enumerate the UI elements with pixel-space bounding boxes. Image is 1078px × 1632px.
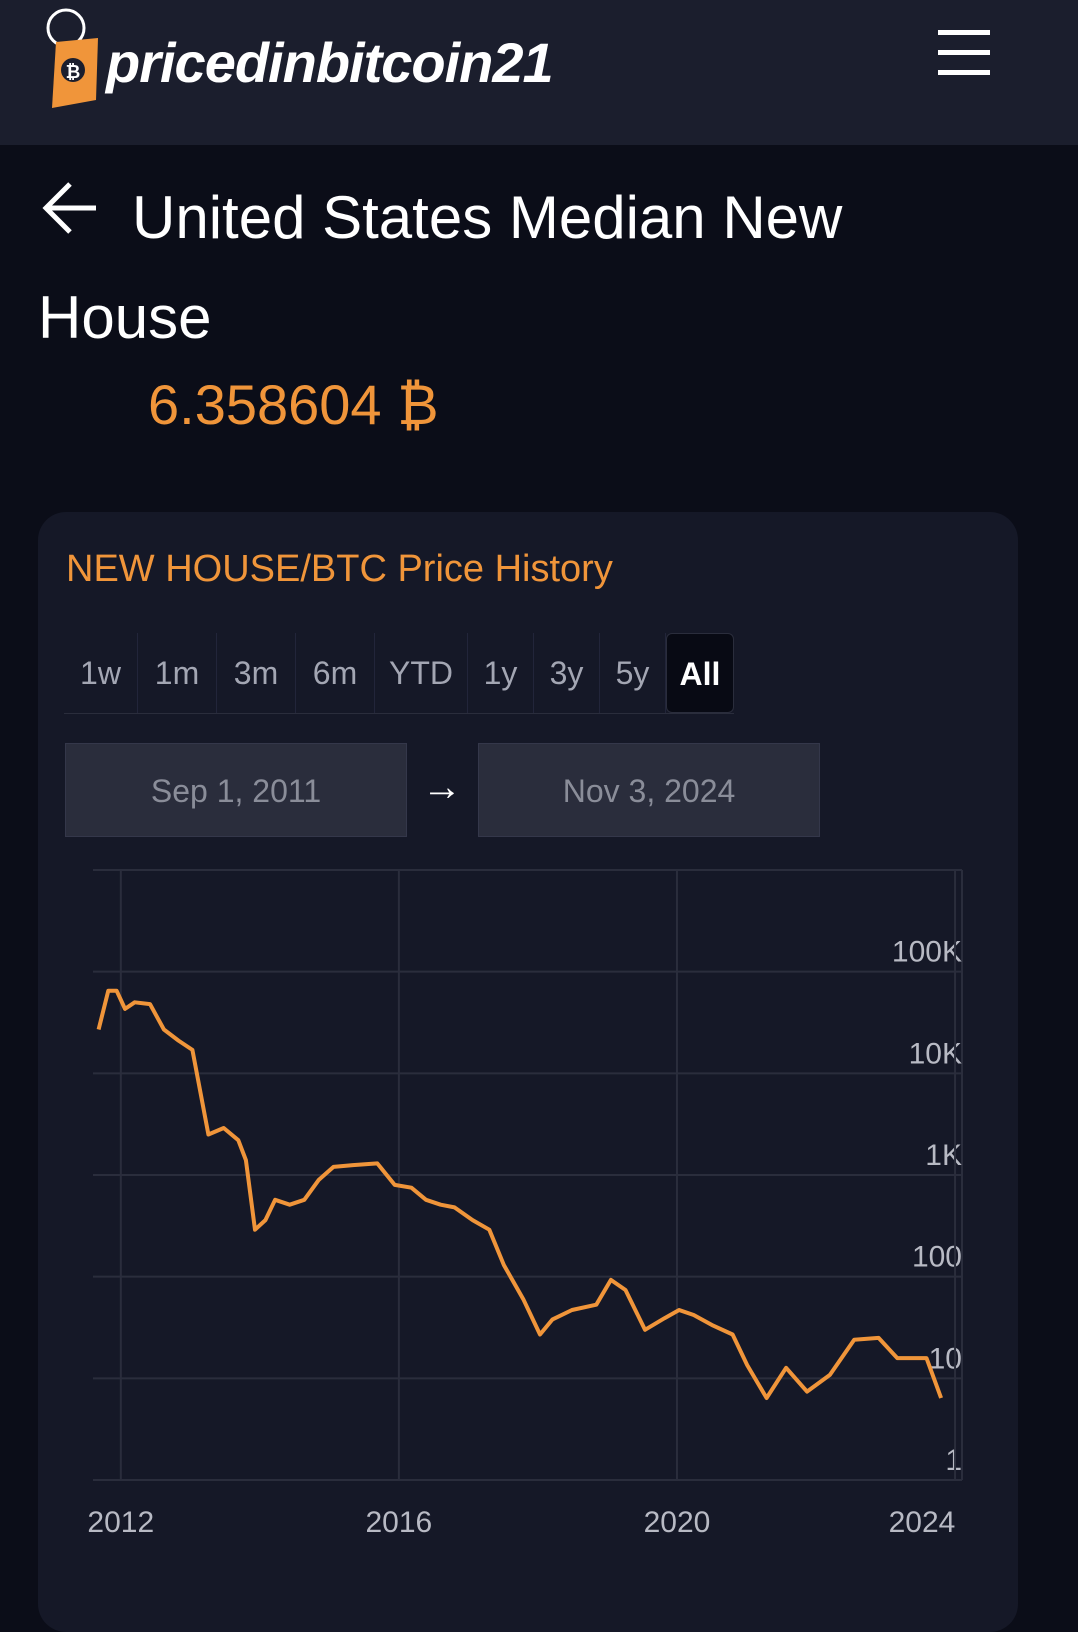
- range-button[interactable]: 1y: [468, 633, 534, 713]
- card-title: NEW HOUSE/BTC Price History: [66, 548, 613, 590]
- y-tick-label: 100: [912, 1241, 962, 1274]
- y-tick-label: 10: [929, 1342, 962, 1375]
- range-button[interactable]: 6m: [296, 633, 375, 713]
- x-tick-label: 2020: [644, 1506, 711, 1539]
- back-button[interactable]: [40, 178, 100, 238]
- menu-button[interactable]: [938, 30, 990, 78]
- range-button[interactable]: 1w: [64, 633, 138, 713]
- start-date[interactable]: Sep 1, 2011: [65, 743, 407, 837]
- x-tick-label: 2012: [87, 1506, 154, 1539]
- y-tick-label: 100K: [892, 936, 962, 969]
- range-button[interactable]: YTD: [375, 633, 468, 713]
- range-button[interactable]: 5y: [600, 633, 666, 713]
- y-tick-label: 10K: [909, 1037, 962, 1070]
- page-title: United States Median New House: [38, 184, 843, 351]
- x-tick-label: 2024: [889, 1506, 956, 1539]
- range-button[interactable]: All: [666, 633, 734, 713]
- range-button[interactable]: 1m: [138, 633, 217, 713]
- logo[interactable]: ₿: [44, 8, 104, 112]
- y-tick-label: 1: [945, 1444, 962, 1477]
- date-arrow: →: [422, 765, 462, 809]
- x-tick-label: 2016: [366, 1506, 433, 1539]
- y-tick-label: 1K: [925, 1139, 962, 1172]
- brand[interactable]: pricedinbitcoin21: [106, 31, 554, 94]
- price-line: [96, 988, 943, 1400]
- range-button[interactable]: 3m: [217, 633, 296, 713]
- chart-card: [38, 512, 1018, 1632]
- logo-symbol: ₿: [66, 62, 81, 82]
- header: ₿ pricedinbitcoin21: [0, 0, 1078, 145]
- price: 6.358604 ₿: [148, 373, 439, 436]
- range-selector: 1w 1m 3m 6m YTD 1y 3y 5y All: [64, 633, 734, 714]
- range-button[interactable]: 3y: [534, 633, 600, 713]
- end-date[interactable]: Nov 3, 2024: [478, 743, 820, 837]
